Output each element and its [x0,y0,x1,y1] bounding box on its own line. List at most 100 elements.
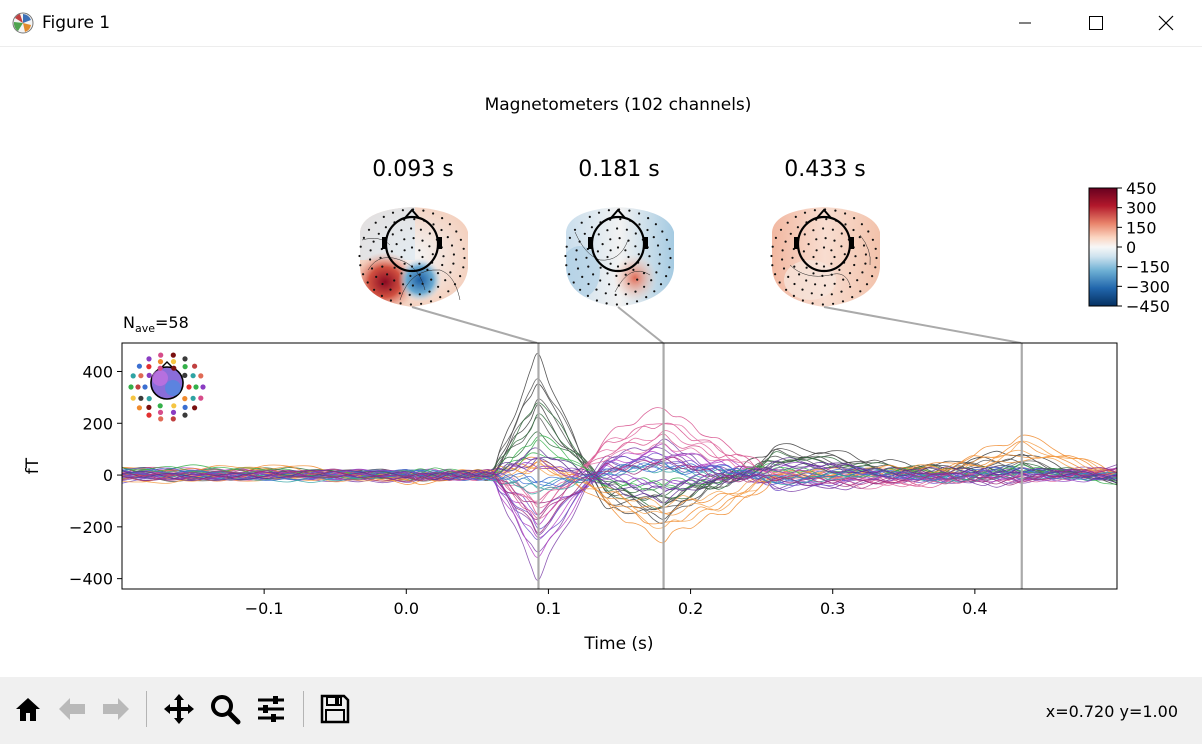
sensor-dot [596,250,600,253]
back-button[interactable] [51,688,93,730]
configure-subplots-button[interactable] [250,688,292,730]
sensor-dot [447,290,450,293]
sensor-dot [636,278,639,281]
save-button[interactable] [314,688,356,730]
sensor-dot [617,284,621,287]
sensor-dot [844,223,847,226]
connector-1 [411,306,538,344]
pan-button[interactable] [158,688,200,730]
toolbar-separator-2 [303,691,304,727]
y-axis-label: fT [23,457,43,474]
sensor-dot [659,283,663,286]
sensor-dot [459,275,462,278]
sensor-dot [789,232,792,235]
sensor-dot [616,246,620,249]
zoom-button[interactable] [204,688,246,730]
sensor-dot [455,230,458,233]
head-nose [816,208,832,219]
sensor-dot [781,249,784,252]
inset-sensor-dot [146,412,152,418]
minimize-button[interactable] [990,0,1060,46]
sensor-dot [590,226,594,229]
sensor-dot [778,281,781,284]
sensor-dot [822,246,826,249]
sensor-dot [428,232,431,235]
sensor-dot [848,272,852,275]
sensor-dot [606,255,609,259]
sensor-dot [389,299,392,302]
sensor-dot [601,243,604,246]
sensor-dot [834,209,837,212]
colorbar-tick-label: 450 [1126,179,1157,198]
sensor-dot [820,293,823,296]
sensor-dot [400,255,403,259]
sensor-dot [650,279,653,282]
sensor-dot [656,244,660,247]
home-button[interactable] [7,688,49,730]
colorbar-tick-label: −300 [1126,277,1170,296]
sensor-dot [413,218,416,221]
sensor-dot [852,228,855,232]
sensor-dot [606,272,609,275]
sensor-dot [587,265,590,268]
figure-canvas[interactable]: Magnetometers (102 channels) 0.093 s 0.1… [0,47,1202,677]
sensor-dot [595,299,599,302]
sensor-dot [452,262,455,265]
sensor-dot [865,283,869,286]
x-tick-label: 0.2 [678,599,703,618]
sensor-dot [801,288,804,291]
sensor-dot [793,282,796,286]
sensor-dot [805,266,808,269]
y-tick-label: 200 [82,414,113,433]
sensor-dot [624,273,627,276]
sensor-dot [398,292,401,295]
inset-sensor-dot [190,373,196,379]
sensor-dot [864,253,868,256]
sensor-dot [375,275,378,278]
sensor-dot [575,249,578,252]
title-bar: Figure 1 [0,0,1202,47]
sensor-dot [426,268,429,271]
sensor-dot [609,238,612,241]
sensor-dot [815,238,818,241]
y-tick-label: −400 [69,570,113,589]
inset-sensor-dot [182,356,188,362]
sensor-dot [858,236,861,239]
x-tick-label: 0.4 [962,599,987,618]
topomap-2-sensors [564,208,672,306]
sensor-dot [362,273,365,276]
sensor-dot [619,218,622,221]
sensor-dot [579,288,582,291]
forward-button[interactable] [95,688,137,730]
inset-sensor-dot [128,384,134,390]
topomap-3-sensors [770,208,878,306]
sensor-dot [369,249,372,252]
sensor-dot [410,246,414,249]
sensor-dot [450,244,454,247]
inset-sensor-dot [135,384,141,390]
sensor-dot [409,303,412,306]
sensor-dot [418,262,421,265]
maximize-button[interactable] [1060,0,1130,46]
cursor-coordinates: x=0.720 y=1.00 [1045,702,1178,721]
topomap-1-sensors [358,208,466,306]
sensor-dot [665,238,669,241]
sensor-dot [875,256,878,260]
inset-sensor-dot [171,365,177,371]
sensor-dot [592,273,595,276]
sensor-dot [785,288,788,291]
sensor-dot [441,263,444,267]
inset-sensor-dot [157,365,163,371]
y-ticks: −400 −200 0 200 400 [69,362,122,589]
nave-n: N [123,313,135,332]
sensor-dot [643,285,646,288]
sensor-dot [403,238,406,241]
close-button[interactable] [1130,0,1200,46]
sensor-dot [822,227,825,230]
topomap-label-3: 0.433 s [784,157,865,182]
x-ticks: −0.1 0.0 0.1 0.2 0.3 0.4 [245,589,988,618]
sensor-dot [645,296,648,299]
sensor-dot [609,249,612,252]
sensor-dot [369,258,372,261]
